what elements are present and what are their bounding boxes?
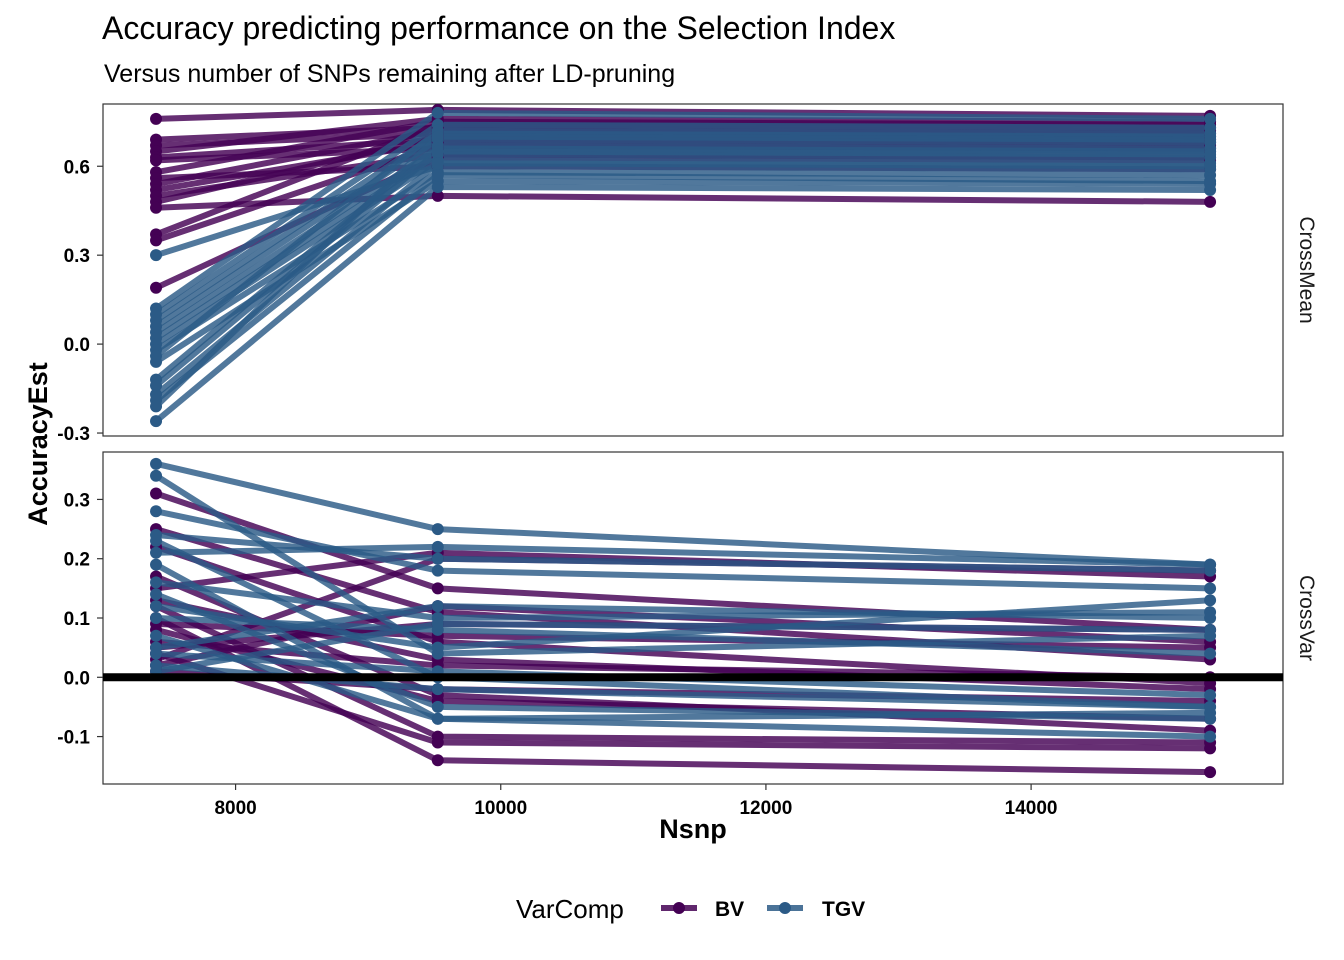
data-point-tgv: [1204, 730, 1217, 743]
data-point-bv: [431, 754, 444, 767]
data-point-tgv: [431, 523, 444, 536]
y-tick-label: 0.2: [64, 550, 90, 571]
x-tick-label: 14000: [1005, 798, 1058, 819]
legend-label-tgv: TGV: [822, 898, 865, 921]
data-point-tgv: [1204, 582, 1217, 595]
y-tick-label: 0.3: [64, 490, 90, 511]
x-tick-label: 8000: [214, 798, 256, 819]
data-point-tgv: [150, 355, 163, 368]
legend-key-tgv-point: [779, 902, 791, 914]
data-point-tgv: [1204, 133, 1217, 146]
data-point-tgv: [150, 400, 163, 413]
data-point-tgv: [1204, 558, 1217, 571]
data-point-tgv: [431, 712, 444, 725]
data-point-bv: [150, 112, 163, 125]
legend-title: VarComp: [516, 894, 624, 924]
data-point-tgv: [431, 641, 444, 654]
y-tick-label: -0.3: [57, 424, 90, 445]
y-tick-label: 0.0: [64, 668, 90, 689]
y-tick-label: -0.1: [57, 728, 90, 749]
y-axis-title: AccuracyEst: [23, 362, 53, 526]
data-point-tgv: [1204, 700, 1217, 713]
data-point-tgv: [431, 106, 444, 119]
data-point-bv: [431, 189, 444, 202]
data-point-tgv: [431, 600, 444, 613]
legend-entry-bv: BV: [661, 898, 744, 921]
data-point-tgv: [150, 576, 163, 589]
chart-subtitle: Versus number of SNPs remaining after LD…: [104, 60, 675, 88]
x-axis: 8000 10000 12000 14000: [214, 784, 1058, 819]
data-point-tgv: [1204, 612, 1217, 624]
panel-border-crossmean: [102, 103, 1284, 437]
data-point-tgv: [431, 617, 444, 630]
data-point-tgv: [1204, 594, 1217, 607]
data-point-bv: [431, 582, 444, 595]
data-point-bv: [431, 736, 444, 749]
panel-crossmean: -0.3 0.0 0.3 0.6 CrossMean: [57, 103, 1318, 445]
data-point-tgv: [150, 546, 163, 559]
facet-label-crossvar: CrossVar: [1295, 575, 1318, 661]
data-point-tgv: [150, 600, 163, 613]
panel-crossvar: -0.1 0.0 0.1 0.2 0.3 CrossVar: [57, 451, 1318, 785]
x-tick-label: 12000: [739, 798, 792, 819]
data-point-bv: [150, 154, 163, 167]
legend-label-bv: BV: [715, 898, 744, 921]
data-point-bv: [150, 201, 163, 214]
data-point-tgv: [1204, 175, 1217, 188]
legend-key-bv-point: [673, 902, 685, 914]
data-point-tgv: [431, 700, 444, 713]
facet-label-crossmean: CrossMean: [1295, 216, 1318, 323]
data-point-bv: [150, 281, 163, 294]
data-point-tgv: [1204, 623, 1217, 636]
data-point-bv: [150, 487, 163, 500]
data-point-tgv: [1204, 689, 1217, 702]
data-point-bv: [150, 234, 163, 247]
data-point-tgv: [150, 629, 163, 642]
y-tick-label: 0.0: [64, 335, 90, 356]
data-point-tgv: [150, 534, 163, 547]
data-point-tgv: [431, 181, 444, 193]
data-point-tgv: [150, 249, 163, 262]
x-axis-title: Nsnp: [659, 814, 727, 844]
data-point-tgv: [431, 552, 444, 565]
data-point-tgv: [150, 469, 163, 482]
data-point-tgv: [431, 130, 444, 143]
data-point-tgv: [431, 145, 444, 158]
legend-entry-tgv: TGV: [767, 898, 865, 921]
chart-title: Accuracy predicting performance on the S…: [102, 10, 895, 46]
data-point-tgv: [150, 612, 163, 624]
data-point-tgv: [1204, 160, 1217, 173]
y-tick-label: 0.3: [64, 246, 90, 267]
data-point-bv: [1204, 766, 1217, 779]
data-point-tgv: [150, 558, 163, 571]
data-point-tgv: [150, 457, 163, 470]
data-point-tgv: [431, 564, 444, 577]
y-tick-label: 0.6: [64, 157, 90, 178]
data-point-tgv: [1204, 112, 1217, 125]
data-point-tgv: [1204, 183, 1217, 196]
data-point-tgv: [150, 379, 163, 392]
data-point-tgv: [431, 683, 444, 696]
data-point-tgv: [1204, 148, 1217, 161]
data-point-tgv: [150, 647, 163, 660]
data-point-tgv: [431, 540, 444, 553]
data-point-tgv: [431, 157, 444, 170]
data-point-tgv: [150, 588, 163, 601]
data-point-bv: [1204, 742, 1217, 755]
y-tick-label: 0.1: [64, 609, 91, 630]
data-point-tgv: [1204, 647, 1217, 660]
x-tick-label: 10000: [474, 798, 527, 819]
data-point-tgv: [150, 415, 163, 428]
data-point-tgv: [150, 505, 163, 518]
data-point-bv: [1204, 195, 1217, 208]
data-point-tgv: [431, 169, 444, 182]
legend: VarComp BV TGV: [516, 894, 865, 924]
